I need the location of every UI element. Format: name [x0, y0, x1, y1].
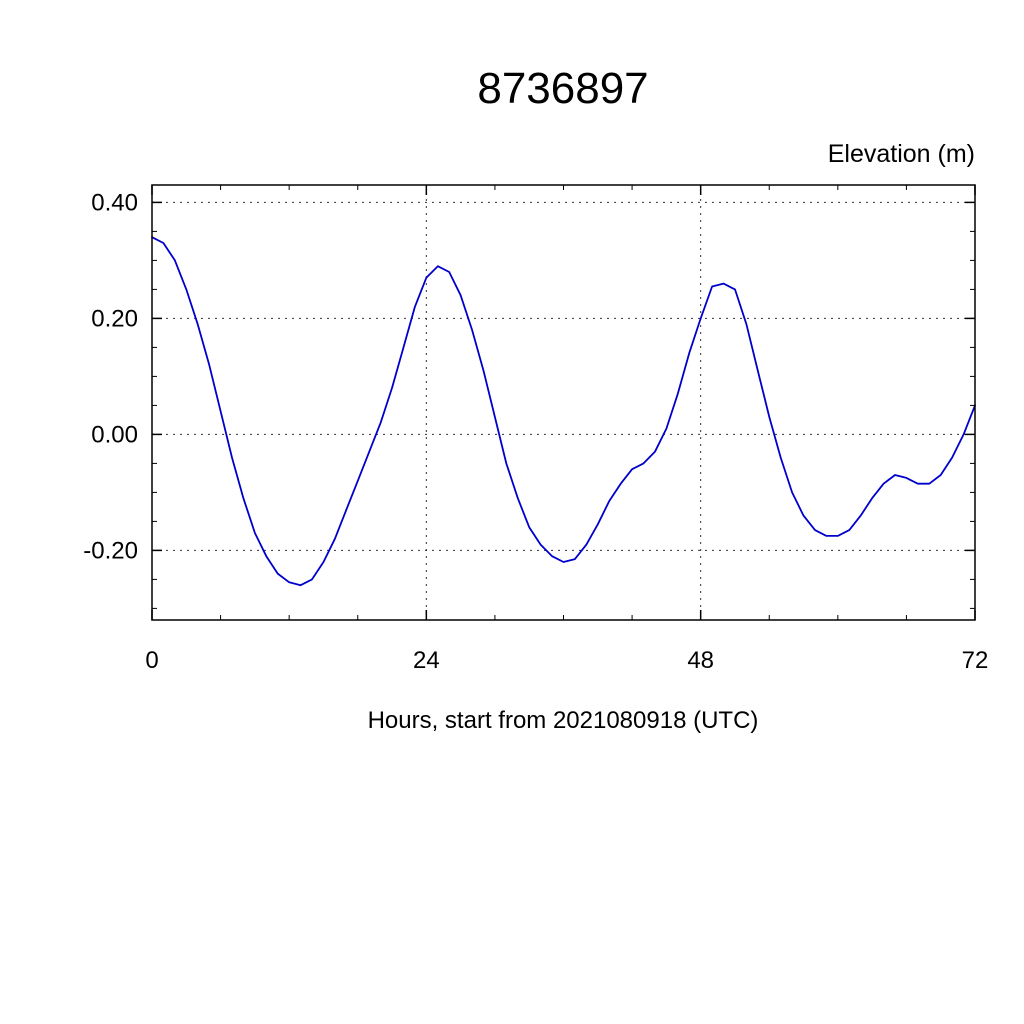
y-tick-label: 0.00: [91, 421, 138, 448]
x-tick-label: 24: [413, 647, 440, 674]
y-axis-label: Elevation (m): [828, 140, 975, 168]
axis-ticks: [151, 185, 976, 620]
x-tick-label: 48: [687, 647, 714, 674]
y-tick-label: -0.20: [83, 537, 138, 564]
chart-title: 8736897: [477, 64, 648, 113]
x-tick-label: 0: [145, 647, 158, 674]
tick-labels: 0.40 0.20 0.00 -0.20 0 24 48 72: [83, 189, 988, 674]
series-lines: [151, 236, 976, 587]
plot-border: [151, 184, 976, 621]
y-tick-label: 0.40: [91, 189, 138, 216]
x-axis-label: Hours, start from 2021080918 (UTC): [368, 707, 759, 734]
y-tick-label: 0.20: [91, 305, 138, 332]
tide-elevation-line: [151, 236, 976, 587]
gridlines: [152, 185, 975, 620]
x-tick-label: 72: [962, 647, 989, 674]
